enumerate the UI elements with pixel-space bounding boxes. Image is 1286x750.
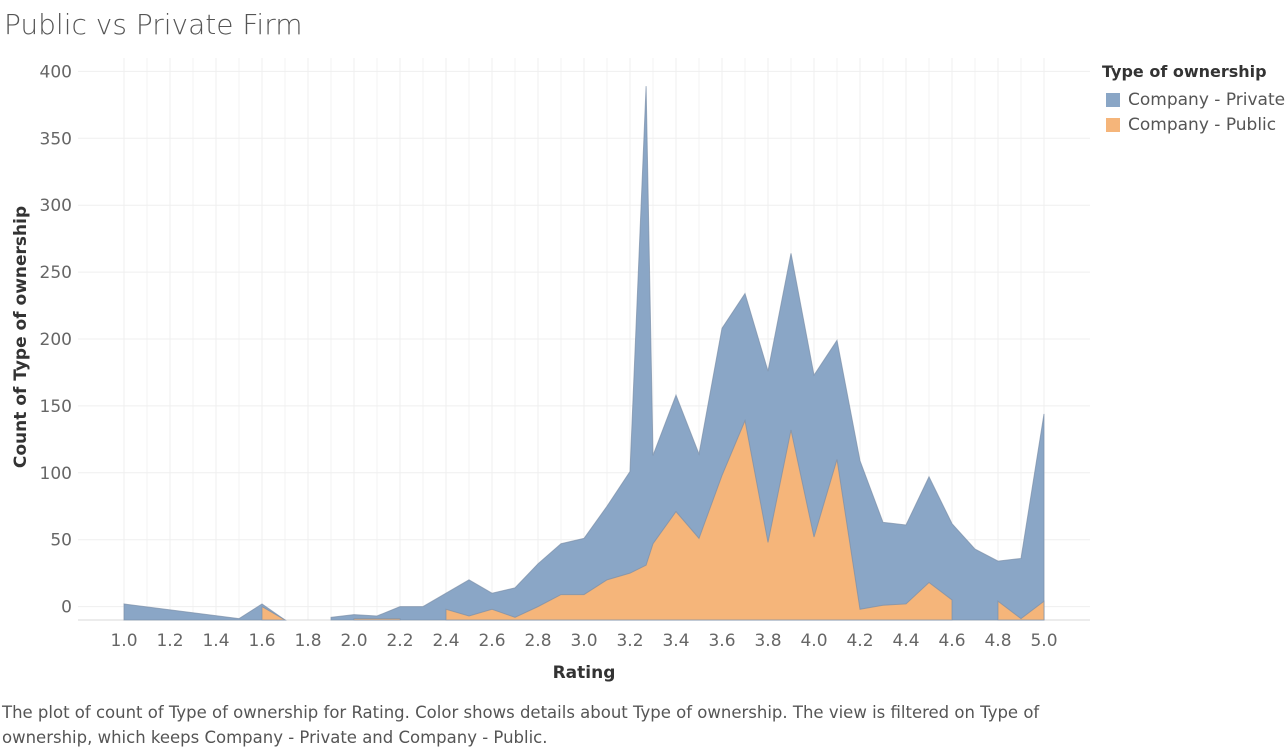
x-tick-label: 2.2 <box>386 631 413 651</box>
chart-title: Public vs Private Firm <box>4 8 303 41</box>
x-tick-label: 3.6 <box>708 631 735 651</box>
x-tick-label: 1.6 <box>248 631 275 651</box>
x-tick-label: 1.0 <box>110 631 137 651</box>
area-segment[interactable] <box>261 605 287 621</box>
y-tick-label: 100 <box>40 464 72 484</box>
y-tick-label: 250 <box>40 263 72 283</box>
legend-label-private: Company - Private <box>1128 89 1286 110</box>
area-segment[interactable] <box>445 418 953 621</box>
y-tick-label: 400 <box>40 62 72 82</box>
area-segment[interactable] <box>123 603 287 621</box>
x-tick-label: 2.0 <box>340 631 367 651</box>
x-tick-label: 1.2 <box>156 631 183 651</box>
x-tick-label: 5.0 <box>1030 631 1057 651</box>
series-private[interactable] <box>123 86 1045 621</box>
x-tick-label: 3.8 <box>754 631 781 651</box>
x-tick-label: 2.4 <box>432 631 459 651</box>
y-axis: 0 50 100 150 200 250 300 350 400 <box>40 62 72 617</box>
legend-label-public: Company - Public <box>1128 114 1277 135</box>
x-tick-label: 4.4 <box>892 631 919 651</box>
x-tick-label: 3.2 <box>616 631 643 651</box>
y-tick-label: 0 <box>61 598 72 618</box>
x-tick-label: 4.6 <box>938 631 965 651</box>
x-axis-label: Rating <box>553 663 616 683</box>
x-tick-label: 3.0 <box>570 631 597 651</box>
legend-swatch-private <box>1106 92 1120 107</box>
x-tick-label: 4.8 <box>984 631 1011 651</box>
y-tick-label: 350 <box>40 129 72 149</box>
y-tick-label: 300 <box>40 196 72 216</box>
area-chart: 0 50 100 150 200 250 300 350 400 1.0 1.2 1.4 1.6 1.8… <box>11 58 1090 683</box>
x-tick-label: 2.6 <box>478 631 505 651</box>
y-tick-label: 150 <box>40 397 72 417</box>
area-segment[interactable] <box>330 86 1045 621</box>
area-segment[interactable] <box>353 618 401 621</box>
x-axis: 1.0 1.2 1.4 1.6 1.8 2.0 2.2 2.4 2.6 2.8 3.0 3.2 3.4 3… <box>110 631 1057 651</box>
legend-swatch-public <box>1106 117 1120 132</box>
x-tick-label: 3.4 <box>662 631 689 651</box>
area-segment[interactable] <box>997 600 1045 621</box>
y-tick-label: 200 <box>40 330 72 350</box>
x-tick-label: 4.2 <box>846 631 873 651</box>
chart-caption: The plot of count of Type of ownership f… <box>2 703 1040 747</box>
legend: Type of ownership Company - Private Comp… <box>1102 62 1285 137</box>
legend-item-public[interactable]: Company - Public <box>1102 112 1285 137</box>
y-axis-label: Count of Type of ownership <box>11 206 31 468</box>
x-tick-label: 1.4 <box>202 631 229 651</box>
x-tick-label: 1.8 <box>294 631 321 651</box>
x-tick-label: 2.8 <box>524 631 551 651</box>
plot-areas[interactable] <box>123 86 1045 621</box>
y-tick-label: 50 <box>50 531 72 551</box>
legend-title: Type of ownership <box>1102 62 1267 81</box>
x-tick-label: 4.0 <box>800 631 827 651</box>
legend-item-private[interactable]: Company - Private <box>1102 87 1285 112</box>
series-public[interactable] <box>261 418 1045 621</box>
